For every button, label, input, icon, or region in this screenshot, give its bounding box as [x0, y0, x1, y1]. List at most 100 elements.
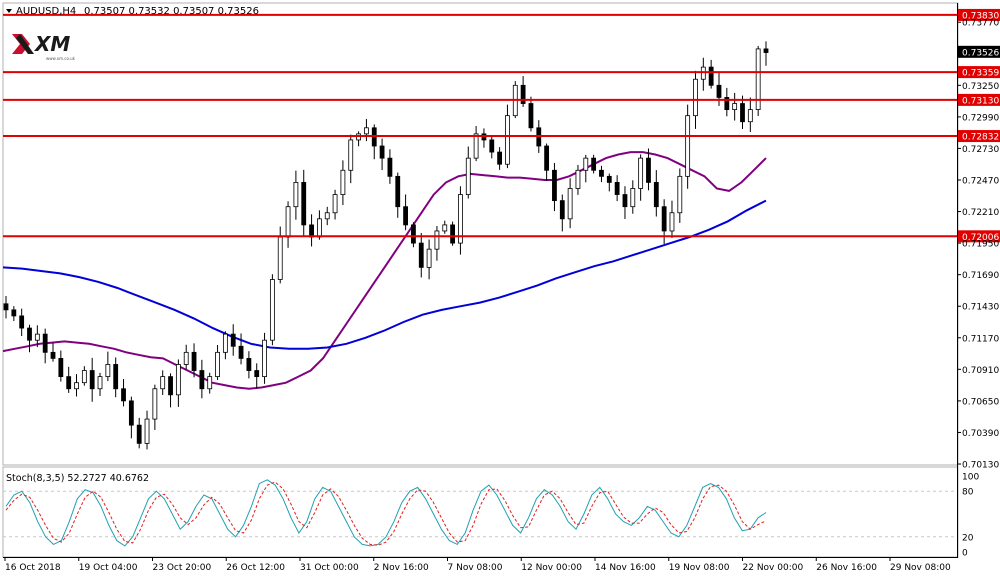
- candle: [606, 173, 612, 192]
- candle: [324, 206, 330, 226]
- candle-body: [622, 194, 628, 208]
- candle: [411, 222, 416, 248]
- candle-body: [465, 157, 471, 195]
- candle: [27, 324, 32, 353]
- candle-body: [614, 182, 620, 195]
- candle: [575, 164, 581, 195]
- x-tick-label: 7 Nov 08:00: [448, 563, 503, 573]
- candle-body: [395, 175, 401, 208]
- level-line[interactable]: 0.73830: [3, 8, 1000, 22]
- candle: [442, 220, 448, 234]
- candle: [262, 332, 267, 384]
- candle: [755, 45, 761, 117]
- candle-body: [379, 145, 385, 159]
- candle: [364, 118, 369, 142]
- candle: [528, 96, 534, 132]
- candle: [740, 95, 745, 130]
- candle-body: [332, 194, 338, 214]
- candle: [677, 168, 683, 223]
- candle: [395, 172, 401, 218]
- candle: [3, 296, 9, 319]
- candle: [669, 200, 675, 238]
- xm-logo-text: XM: [33, 32, 70, 56]
- symbol-header[interactable]: AUDUSD,H4 0.73507 0.73532 0.73507 0.7352…: [6, 6, 259, 17]
- candle-body: [591, 157, 597, 171]
- candle-body: [348, 139, 354, 171]
- candle-body: [58, 358, 64, 378]
- candle-body: [113, 364, 119, 390]
- level-price-box: [958, 130, 1000, 143]
- candle-body: [442, 224, 448, 232]
- candle-body: [199, 370, 205, 390]
- candle: [583, 154, 589, 183]
- symbol-label: AUDUSD,H4: [16, 6, 76, 17]
- candle-body: [11, 309, 17, 317]
- candle: [403, 194, 408, 231]
- y-tick-label: 0.71170: [962, 334, 999, 344]
- y-tick-label: 0.71430: [962, 303, 999, 313]
- candle: [567, 178, 573, 229]
- candle-body: [215, 351, 220, 378]
- candle-body: [175, 364, 181, 396]
- candle-body: [207, 376, 213, 390]
- candle: [685, 104, 691, 189]
- candle-body: [708, 66, 714, 86]
- candle-body: [317, 218, 322, 238]
- candle: [489, 136, 495, 159]
- candle-body: [89, 370, 95, 390]
- candle-body: [700, 66, 706, 80]
- candle: [19, 308, 25, 337]
- candle-body: [27, 327, 32, 341]
- candle-body: [646, 157, 651, 183]
- last-price-box: [958, 45, 1000, 58]
- candle: [340, 160, 346, 206]
- level-line[interactable]: 0.73359: [3, 66, 1000, 79]
- level-price-label: 0.72006: [962, 233, 999, 243]
- candle-body: [293, 182, 299, 208]
- candle-body: [473, 133, 479, 159]
- candle-body: [497, 151, 503, 165]
- candle: [215, 344, 220, 381]
- candle-body: [230, 333, 236, 347]
- candle-body: [544, 145, 550, 171]
- candle: [113, 357, 119, 398]
- level-line[interactable]: 0.72006: [3, 230, 1000, 243]
- level-price-box: [958, 66, 1000, 79]
- y-tick-label: 0.70390: [962, 429, 999, 439]
- candle-body: [724, 97, 730, 110]
- candle: [222, 331, 228, 360]
- ohlc-values: 0.73507 0.73532 0.73507 0.73526: [84, 6, 259, 17]
- candle-body: [152, 388, 158, 420]
- level-line[interactable]: 0.72832: [3, 130, 1000, 143]
- stoch-y-tick-label: 20: [962, 533, 974, 543]
- candle: [622, 186, 628, 220]
- dropdown-triangle-icon[interactable]: [6, 9, 12, 13]
- candle: [747, 97, 753, 133]
- stoch-label: Stoch(8,3,5) 52.2727 40.6762: [6, 473, 149, 484]
- candle: [520, 76, 526, 107]
- level-line[interactable]: 0.73130: [3, 93, 1000, 107]
- candle-body: [183, 351, 189, 365]
- candle-body: [552, 169, 557, 202]
- candle: [426, 239, 432, 280]
- candle-body: [19, 315, 25, 329]
- resistance-support-lines[interactable]: 0.73830 0.73359 0.73130 0.72832 0.72006 0.735…: [3, 8, 1000, 243]
- candle-body: [583, 157, 589, 171]
- candle-body: [661, 206, 667, 232]
- candle-body: [50, 351, 56, 359]
- level-price-box: [958, 93, 1000, 106]
- level-price-box: [958, 230, 1000, 243]
- y-tick-label: 0.72470: [962, 176, 999, 186]
- price-axis-labels: 0.73770 0.73250 0.72990 0.72730 0.72470 0.722…: [957, 19, 999, 471]
- y-tick-label: 0.71950: [962, 240, 999, 250]
- candle: [434, 226, 440, 261]
- candle: [144, 410, 150, 450]
- y-tick-label: 0.70650: [962, 397, 999, 407]
- candle-body: [505, 115, 510, 165]
- candle-body: [747, 109, 753, 123]
- candle-body: [168, 376, 173, 396]
- x-tick-label: 19 Nov 08:00: [669, 563, 730, 573]
- candle: [599, 165, 604, 183]
- candle-body: [128, 400, 134, 426]
- candle: [34, 325, 40, 348]
